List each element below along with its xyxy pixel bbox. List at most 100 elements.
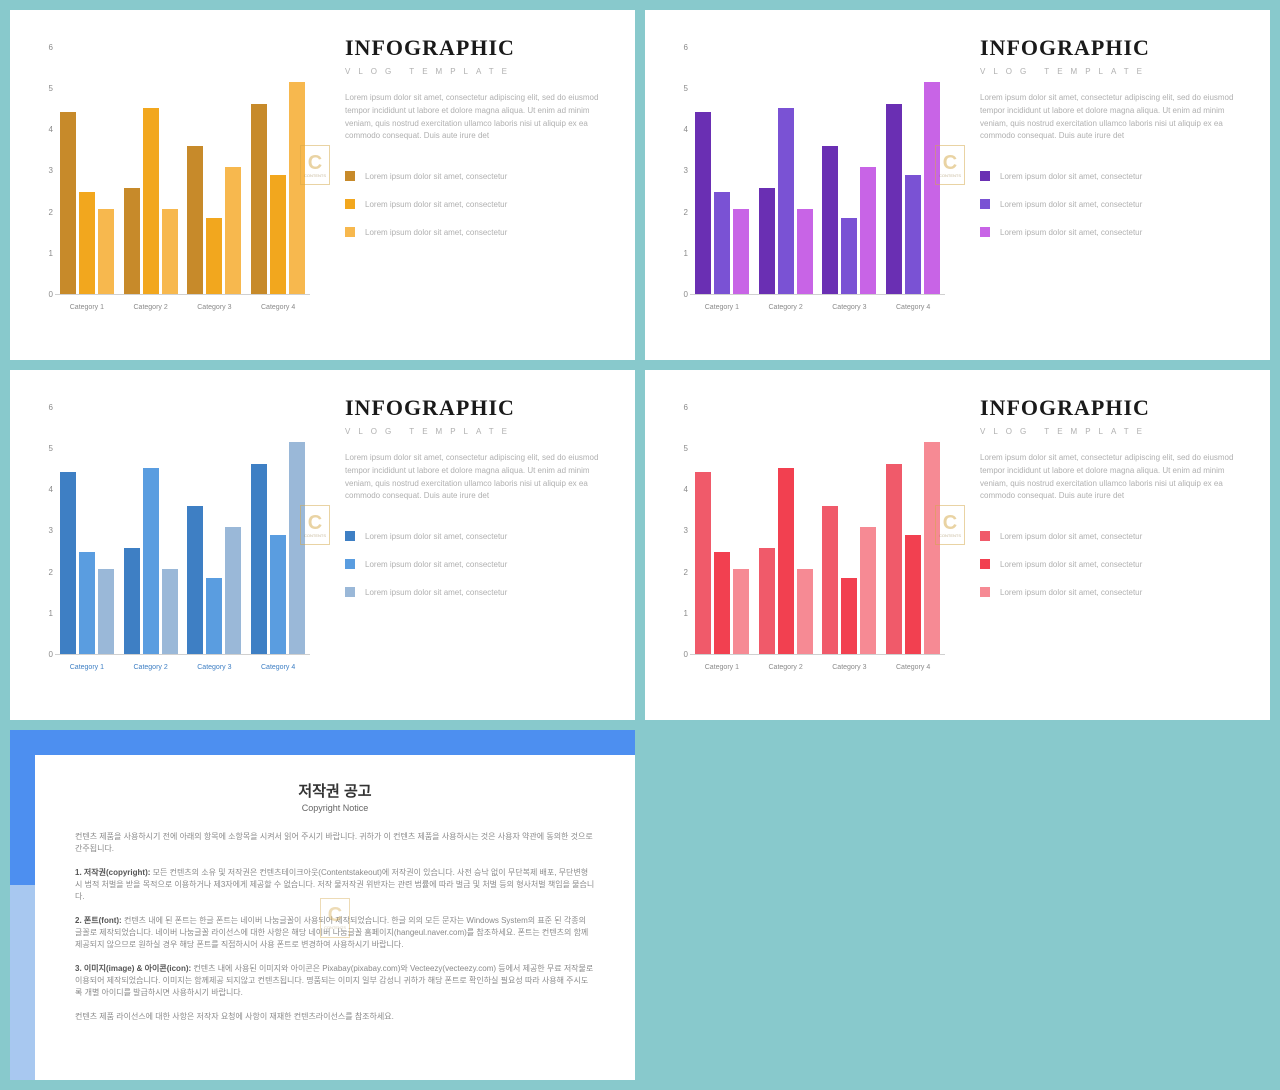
y-axis: 0123456 — [35, 40, 53, 295]
legend-item: Lorem ipsum dolor sit amet, consectetur — [345, 199, 610, 209]
bar — [124, 188, 140, 294]
x-category-label: Category 3 — [818, 658, 882, 680]
chart-area: 0123456Category 1Category 2Category 3Cat… — [35, 390, 315, 680]
bar — [797, 209, 813, 294]
copyright-title: 저작권 공고 — [75, 780, 595, 801]
legend-swatch — [345, 171, 355, 181]
bar — [841, 578, 857, 654]
bar — [905, 535, 921, 654]
chart-area: 0123456Category 1Category 2Category 3Cat… — [35, 30, 315, 320]
y-tick: 5 — [35, 85, 53, 93]
bar — [206, 218, 222, 294]
slide-subtitle: VLOG TEMPLATE — [980, 67, 1245, 76]
legend-label: Lorem ipsum dolor sit amet, consectetur — [1000, 172, 1142, 181]
legend-label: Lorem ipsum dolor sit amet, consectetur — [1000, 200, 1142, 209]
text-area: INFOGRAPHIC VLOG TEMPLATE Lorem ipsum dolo… — [315, 390, 610, 700]
legend-item: Lorem ipsum dolor sit amet, consectetur — [345, 587, 610, 597]
slide-copyright: 저작권 공고 Copyright Notice 컨텐츠 제품을 사용하시기 전에… — [10, 730, 635, 1080]
slide-subtitle: VLOG TEMPLATE — [345, 67, 610, 76]
slide-title: INFOGRAPHIC — [345, 395, 610, 421]
y-tick: 5 — [670, 85, 688, 93]
bar — [778, 468, 794, 654]
watermark-icon: CCONTENTS — [935, 145, 965, 185]
legend-label: Lorem ipsum dolor sit amet, consectetur — [1000, 560, 1142, 569]
y-tick: 1 — [670, 610, 688, 618]
slide-subtitle: VLOG TEMPLATE — [980, 427, 1245, 436]
y-tick: 2 — [35, 569, 53, 577]
legend-label: Lorem ipsum dolor sit amet, consectetur — [365, 228, 507, 237]
y-tick: 3 — [670, 167, 688, 175]
slide-title: INFOGRAPHIC — [345, 35, 610, 61]
bar — [841, 218, 857, 294]
bar — [225, 527, 241, 654]
slide-title: INFOGRAPHIC — [980, 395, 1245, 421]
legend-label: Lorem ipsum dolor sit amet, consectetur — [365, 172, 507, 181]
bar — [733, 209, 749, 294]
x-category-label: Category 1 — [55, 658, 119, 680]
category-group — [183, 400, 247, 654]
bar — [759, 548, 775, 654]
bar — [797, 569, 813, 654]
y-tick: 4 — [670, 486, 688, 494]
bar — [822, 146, 838, 294]
slide-subtitle: VLOG TEMPLATE — [345, 427, 610, 436]
x-axis: Category 1Category 2Category 3Category 4 — [690, 658, 945, 680]
x-axis: Category 1Category 2Category 3Category 4 — [690, 298, 945, 320]
x-category-label: Category 2 — [119, 298, 183, 320]
bar — [270, 175, 286, 294]
category-group — [754, 400, 818, 654]
bar — [162, 569, 178, 654]
y-tick: 4 — [670, 126, 688, 134]
legend-item: Lorem ipsum dolor sit amet, consectetur — [345, 559, 610, 569]
y-tick: 1 — [670, 250, 688, 258]
y-tick: 3 — [670, 527, 688, 535]
slide-body-text: Lorem ipsum dolor sit amet, consectetur … — [345, 92, 610, 143]
watermark-icon: CCONTENTS — [935, 505, 965, 545]
bar — [924, 442, 940, 654]
y-axis: 0123456 — [670, 40, 688, 295]
y-tick: 0 — [35, 291, 53, 299]
category-group — [55, 40, 119, 294]
legend-swatch — [980, 227, 990, 237]
bar — [778, 108, 794, 294]
legend-label: Lorem ipsum dolor sit amet, consectetur — [365, 588, 507, 597]
legend-label: Lorem ipsum dolor sit amet, consectetur — [1000, 228, 1142, 237]
y-tick: 6 — [670, 44, 688, 52]
y-tick: 1 — [35, 250, 53, 258]
legend: Lorem ipsum dolor sit amet, consectetur L… — [345, 531, 610, 597]
bar — [886, 464, 902, 655]
y-tick: 0 — [670, 651, 688, 659]
slide-title: INFOGRAPHIC — [980, 35, 1245, 61]
legend-item: Lorem ipsum dolor sit amet, consectetur — [345, 531, 610, 541]
bar — [905, 175, 921, 294]
bar — [79, 192, 95, 294]
chart-plot — [55, 40, 310, 295]
category-group — [690, 400, 754, 654]
slide-orange: 0123456Category 1Category 2Category 3Cat… — [10, 10, 635, 360]
bar — [98, 209, 114, 294]
x-category-label: Category 1 — [690, 298, 754, 320]
legend-swatch — [345, 559, 355, 569]
bars-container — [690, 40, 945, 295]
y-tick: 4 — [35, 486, 53, 494]
bar — [143, 108, 159, 294]
legend-item: Lorem ipsum dolor sit amet, consectetur — [345, 171, 610, 181]
x-category-label: Category 3 — [183, 658, 247, 680]
y-tick: 2 — [670, 209, 688, 217]
copyright-intro: 컨텐츠 제품을 사용하시기 전에 아래의 항목에 소항목을 시켜서 읽어 주시기… — [75, 831, 595, 855]
chart-plot — [55, 400, 310, 655]
bar — [187, 146, 203, 294]
y-tick: 6 — [670, 404, 688, 412]
slide-red: 0123456Category 1Category 2Category 3Cat… — [645, 370, 1270, 720]
category-group — [119, 400, 183, 654]
copyright-footer: 컨텐츠 제품 라이선스에 대한 사항은 저작자 요청에 사항이 재재한 컨텐츠라… — [75, 1011, 595, 1023]
legend-swatch — [980, 559, 990, 569]
category-group — [818, 40, 882, 294]
legend-item: Lorem ipsum dolor sit amet, consectetur — [980, 199, 1245, 209]
legend-swatch — [980, 531, 990, 541]
legend-swatch — [345, 227, 355, 237]
text-area: INFOGRAPHIC VLOG TEMPLATE Lorem ipsum dolo… — [950, 390, 1245, 700]
x-category-label: Category 2 — [119, 658, 183, 680]
bar — [714, 192, 730, 294]
copyright-subtitle: Copyright Notice — [75, 803, 595, 813]
